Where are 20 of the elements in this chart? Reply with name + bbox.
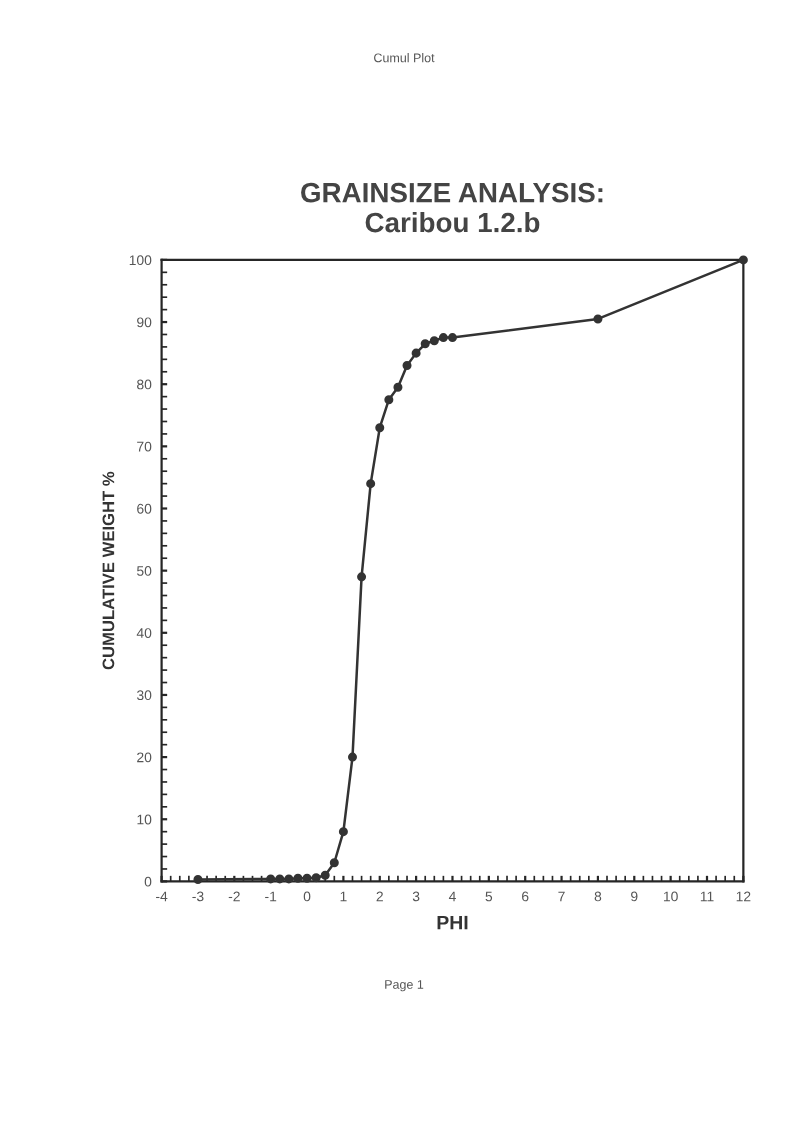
point <box>366 479 376 489</box>
point <box>320 870 330 880</box>
point <box>593 314 603 324</box>
point <box>384 395 394 405</box>
point <box>738 255 748 265</box>
point <box>411 348 421 358</box>
x-axis-title: PHI <box>437 915 468 930</box>
point <box>420 339 430 349</box>
point <box>402 361 412 371</box>
point <box>375 423 385 433</box>
chart-title: GRAINSIZE ANALYSIS: Caribou 1.2.b <box>301 182 603 233</box>
point <box>347 752 357 762</box>
point <box>393 382 403 392</box>
point <box>357 572 367 582</box>
point <box>447 333 457 343</box>
point <box>329 858 339 868</box>
y-axis-title: CUMULATIVE WEIGHT % <box>102 471 115 670</box>
point <box>338 827 348 837</box>
point <box>438 333 448 343</box>
point <box>429 336 439 346</box>
